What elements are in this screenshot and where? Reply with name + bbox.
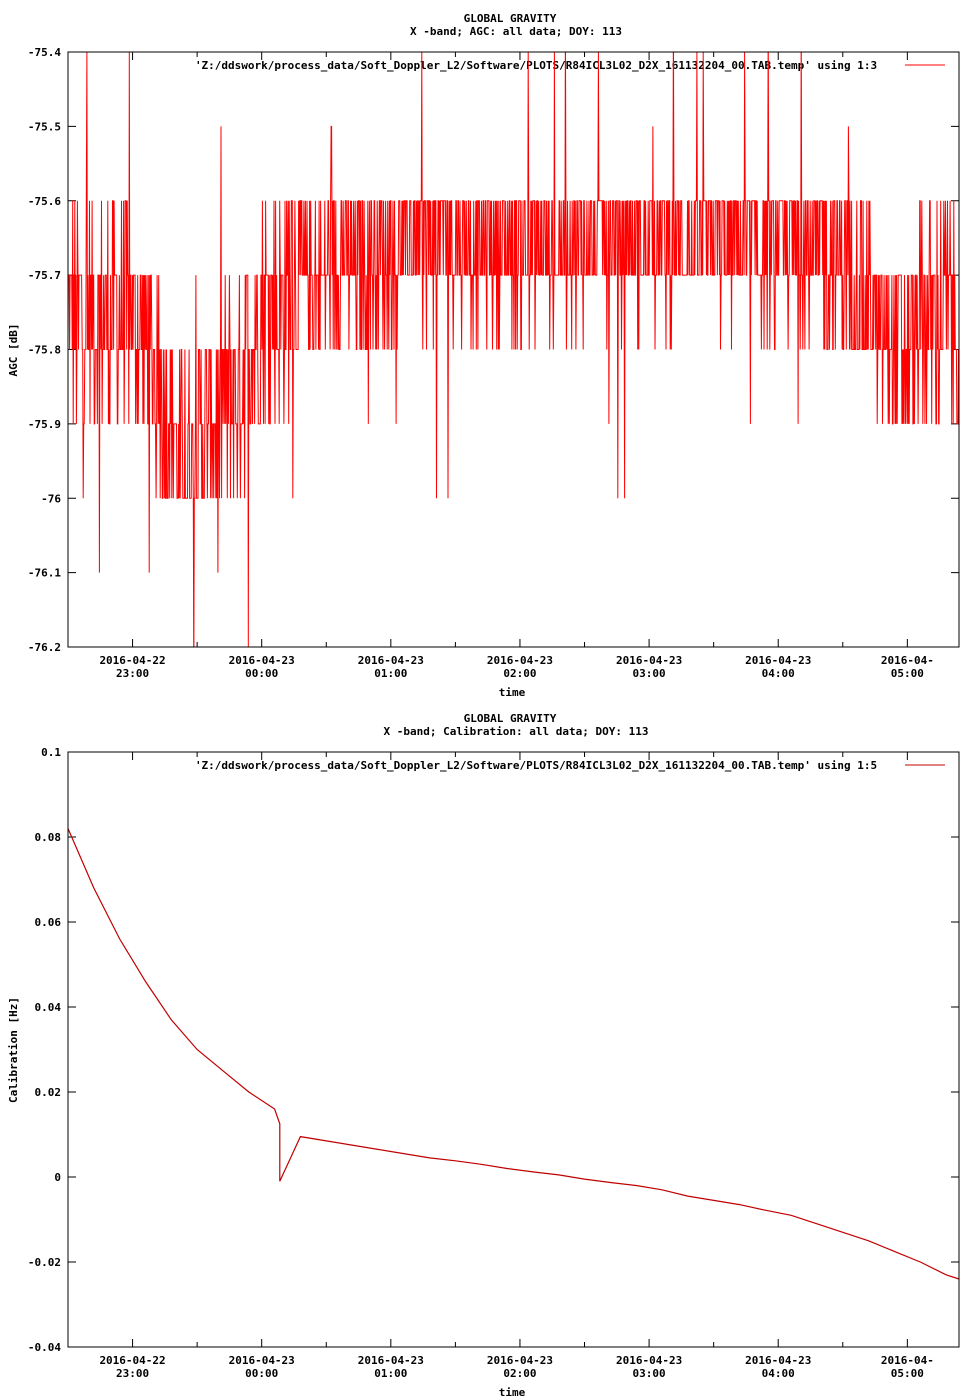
calibration-y-tick-label: 0.1 — [41, 746, 61, 759]
agc-x-tick-time: 01:00 — [374, 667, 407, 680]
agc-x-tick-time: 04:00 — [762, 667, 795, 680]
calibration-x-tick-date: 2016-04-23 — [358, 1354, 424, 1367]
agc-x-tick-time: 03:00 — [633, 667, 666, 680]
agc-x-tick-date: 2016-04-23 — [358, 654, 424, 667]
calibration-y-tick-label: 0.04 — [35, 1001, 62, 1014]
agc-y-tick-label: -75.7 — [28, 269, 61, 282]
agc-x-tick-time: 00:00 — [245, 667, 278, 680]
agc-y-tick-label: -76.2 — [28, 641, 61, 654]
calibration-x-tick-time: 03:00 — [633, 1367, 666, 1380]
calibration-x-tick-time: 00:00 — [245, 1367, 278, 1380]
agc-y-tick-label: -76.1 — [28, 567, 61, 580]
calibration-x-tick-time: 23:00 — [116, 1367, 149, 1380]
calibration-y-tick-label: -0.04 — [28, 1341, 61, 1354]
agc-x-tick-date: 2016-04-22 — [99, 654, 165, 667]
calibration-chart-title: GLOBAL GRAVITY — [464, 712, 557, 725]
calibration-y-axis-label: Calibration [Hz] — [7, 997, 20, 1103]
calibration-legend-label: 'Z:/ddswork/process_data/Soft_Doppler_L2… — [195, 759, 877, 772]
agc-series — [68, 52, 959, 647]
agc-x-tick-date: 2016-04-23 — [616, 654, 682, 667]
agc-axes: -75.4 -75.5 -75.6 -75.7 -75.8 -75.9 -76 -76.1 -7… — [28, 46, 959, 680]
calibration-line — [67, 828, 960, 1280]
agc-plot-frame — [67, 51, 960, 648]
calibration-x-tick-date: 2016-04- — [881, 1354, 934, 1367]
calibration-y-tick-label: 0.08 — [35, 831, 62, 844]
agc-y-tick-label: -75.6 — [28, 195, 61, 208]
agc-x-tick-date: 2016-04- — [881, 654, 934, 667]
agc-x-tick-time: 23:00 — [116, 667, 149, 680]
calibration-chart: GLOBAL GRAVITY X -band; Calibration: all… — [7, 712, 960, 1399]
agc-legend-label: 'Z:/ddswork/process_data/Soft_Doppler_L2… — [195, 59, 877, 72]
agc-x-tick-date: 2016-04-23 — [487, 654, 553, 667]
agc-y-tick-label: -75.4 — [28, 46, 61, 59]
agc-y-tick-label: -75.9 — [28, 418, 61, 431]
calibration-y-tick-label: -0.02 — [28, 1256, 61, 1269]
agc-y-tick-label: -75.5 — [28, 120, 61, 133]
agc-y-tick-label: -76 — [41, 492, 61, 505]
calibration-y-tick-label: 0.02 — [35, 1086, 62, 1099]
agc-chart-subtitle: X -band; AGC: all data; DOY: 113 — [410, 25, 622, 38]
agc-x-tick-date: 2016-04-23 — [229, 654, 295, 667]
calibration-x-tick-date: 2016-04-22 — [99, 1354, 165, 1367]
agc-x-tick-time: 02:00 — [503, 667, 536, 680]
agc-line — [68, 52, 959, 647]
agc-x-tick-time: 05:00 — [891, 667, 924, 680]
calibration-x-tick-date: 2016-04-23 — [745, 1354, 811, 1367]
agc-x-axis-label: time — [499, 686, 526, 699]
agc-chart: GLOBAL GRAVITY X -band; AGC: all data; D… — [7, 12, 960, 699]
calibration-x-axis-label: time — [499, 1386, 526, 1399]
calibration-x-tick-date: 2016-04-23 — [487, 1354, 553, 1367]
calibration-x-tick-time: 02:00 — [503, 1367, 536, 1380]
calibration-plot-frame — [67, 751, 960, 1348]
calibration-axes: 0.1 0.08 0.06 0.04 0.02 0 -0.02 -0.04 2016-04-22… — [28, 746, 959, 1380]
calibration-series — [67, 828, 960, 1280]
agc-y-axis-label: AGC [dB] — [7, 324, 20, 377]
calibration-y-tick-label: 0 — [54, 1171, 61, 1184]
calibration-x-tick-time: 04:00 — [762, 1367, 795, 1380]
calibration-x-tick-date: 2016-04-23 — [616, 1354, 682, 1367]
calibration-y-tick-label: 0.06 — [35, 916, 62, 929]
calibration-x-tick-time: 05:00 — [891, 1367, 924, 1380]
calibration-x-tick-time: 01:00 — [374, 1367, 407, 1380]
calibration-x-tick-date: 2016-04-23 — [229, 1354, 295, 1367]
calibration-chart-subtitle: X -band; Calibration: all data; DOY: 113 — [384, 725, 649, 738]
agc-x-tick-date: 2016-04-23 — [745, 654, 811, 667]
agc-y-tick-label: -75.8 — [28, 344, 61, 357]
agc-chart-title: GLOBAL GRAVITY — [464, 12, 557, 25]
